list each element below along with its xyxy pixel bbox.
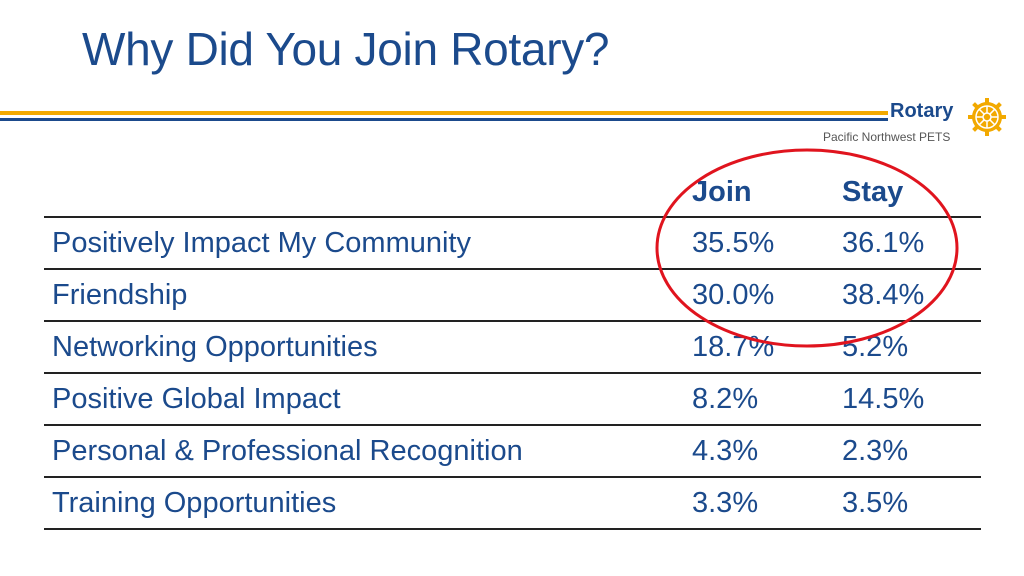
stay-cell: 2.3% xyxy=(834,424,981,477)
stay-cell: 3.5% xyxy=(834,476,981,530)
table-row: Friendship 30.0% 38.4% xyxy=(44,268,981,321)
reason-cell: Networking Opportunities xyxy=(44,320,684,373)
table-row: Positive Global Impact 8.2% 14.5% xyxy=(44,372,981,425)
table-row: Training Opportunities 3.3% 3.5% xyxy=(44,476,981,530)
reason-cell: Personal & Professional Recognition xyxy=(44,424,684,477)
join-cell: 18.7% xyxy=(684,320,834,373)
stay-cell: 36.1% xyxy=(834,216,981,269)
reason-cell: Training Opportunities xyxy=(44,476,684,530)
logo-wordmark: Rotary xyxy=(890,100,954,122)
logo-subtitle: Pacific Northwest PETS xyxy=(823,130,951,144)
stay-cell: 14.5% xyxy=(834,372,981,425)
table-row: Personal & Professional Recognition 4.3%… xyxy=(44,424,981,477)
gold-divider xyxy=(0,111,888,115)
header-stay: Stay xyxy=(842,175,904,208)
reason-cell: Friendship xyxy=(44,268,684,321)
blue-divider xyxy=(0,118,888,121)
survey-table: Join Stay Positively Impact My Community… xyxy=(44,168,981,530)
stay-cell: 38.4% xyxy=(834,268,981,321)
join-cell: 30.0% xyxy=(684,268,834,321)
header-label xyxy=(44,168,684,217)
join-cell: 3.3% xyxy=(684,476,834,530)
rotary-wheel-icon xyxy=(968,98,1006,136)
join-cell: 4.3% xyxy=(684,424,834,477)
stay-cell: 5.2% xyxy=(834,320,981,373)
table-row: Networking Opportunities 18.7% 5.2% xyxy=(44,320,981,373)
join-cell: 35.5% xyxy=(684,216,834,269)
header-join: Join xyxy=(692,175,752,208)
reason-cell: Positive Global Impact xyxy=(44,372,684,425)
reason-cell: Positively Impact My Community xyxy=(44,216,684,269)
table-header-row: Join Stay xyxy=(44,168,981,217)
page-title: Why Did You Join Rotary? xyxy=(82,23,610,75)
rotary-logo: Rotary Pacific Northwest PETS xyxy=(820,96,1015,148)
table-row: Positively Impact My Community 35.5% 36.… xyxy=(44,216,981,269)
join-cell: 8.2% xyxy=(684,372,834,425)
